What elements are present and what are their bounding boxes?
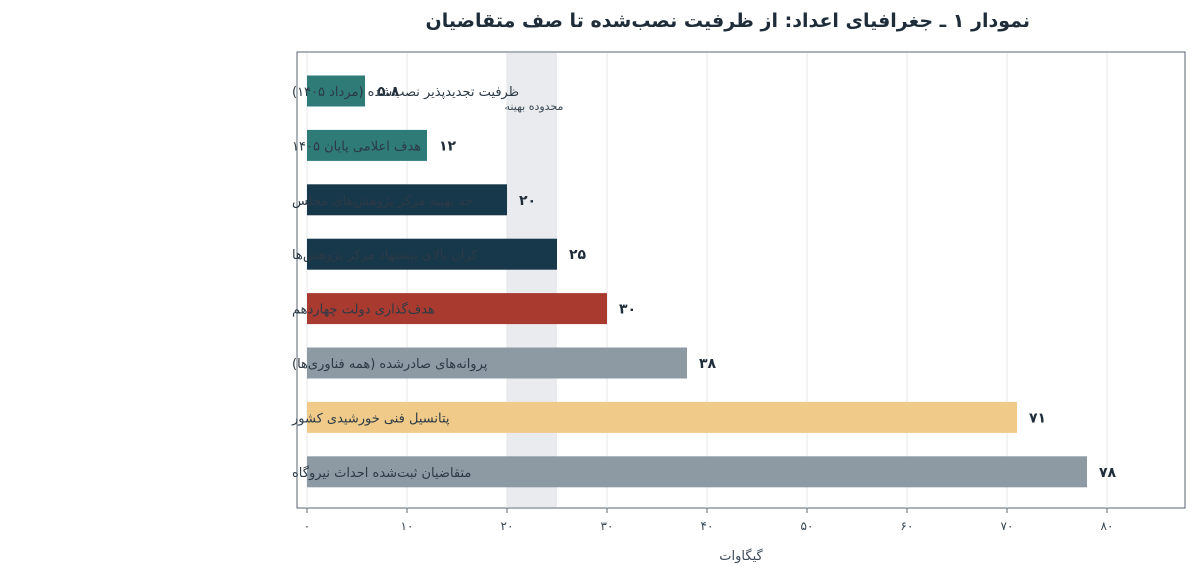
value-label: ۷۱ (1029, 410, 1046, 426)
category-label: حد بهینه مرکز پژوهش‌های مجلس (292, 194, 473, 209)
x-tick-label: ۵۰ (801, 519, 814, 533)
x-axis-title: گیگاوات (719, 548, 763, 564)
value-label: ۷۸ (1099, 465, 1117, 481)
bar (307, 401, 1017, 433)
plot-area (296, 51, 1186, 509)
bar (307, 456, 1087, 488)
bar (307, 75, 365, 107)
value-label: ۲۰ (519, 193, 536, 209)
x-tick-label: ۰ (304, 519, 310, 533)
category-label: پتانسیل فنی خورشیدی کشور (291, 411, 450, 426)
bar (307, 238, 557, 270)
optimal-range-label: محدوده بهینه (505, 100, 564, 113)
category-label: متقاضیان ثبت‌شده احداث نیروگاه (292, 465, 471, 481)
category-label: هدف اعلامی پایان ۱۴۰۵ (292, 139, 421, 154)
value-label: ۵.۸ (377, 84, 400, 100)
bar (307, 347, 687, 379)
category-label: کران بالای پیشنهاد مرکز پژوهش‌ها (292, 248, 479, 263)
x-tick-label: ۲۰ (501, 519, 514, 533)
category-label: هدف‌گذاری دولت چهاردهم (292, 302, 435, 318)
value-label: ۳۰ (619, 302, 636, 318)
bar (307, 293, 607, 325)
x-tick-label: ۸۰ (1101, 519, 1114, 533)
category-label: پروانه‌های صادرشده (همه فناوری‌ها) (292, 357, 488, 372)
x-tick-label: ۶۰ (901, 519, 914, 533)
x-tick-label: ۷۰ (1001, 519, 1014, 533)
bar (307, 184, 507, 216)
value-label: ۳۸ (699, 356, 717, 372)
x-tick-label: ۴۰ (701, 519, 714, 533)
chart-title: نمودار ۱ ـ جغرافیای اعداد: از ظرفیت نصب‌… (425, 10, 1030, 32)
value-label: ۲۵ (569, 247, 587, 263)
x-tick-label: ۳۰ (601, 519, 614, 533)
optimal-range-band (507, 53, 557, 507)
category-label: ظرفیت تجدیدپذیر نصب‌شده (مرداد ۱۴۰۵) (292, 85, 519, 100)
x-tick-label: ۱۰ (401, 519, 414, 533)
bar (307, 129, 427, 161)
value-label: ۱۲ (439, 138, 457, 154)
